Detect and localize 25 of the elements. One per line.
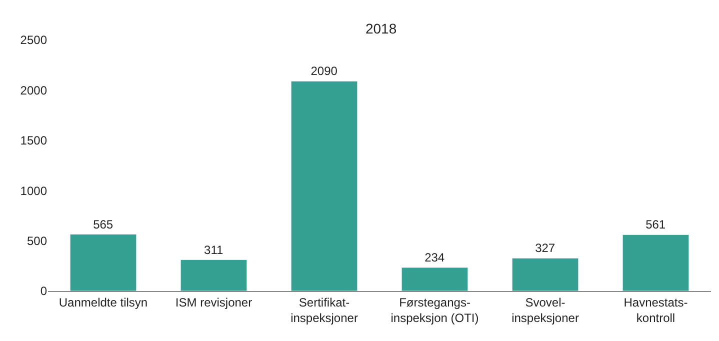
x-tick-label: ISM revisjoner xyxy=(175,295,252,310)
x-tick-label: Uanmeldte tilsyn xyxy=(58,295,148,310)
y-tick-label: 1500 xyxy=(20,134,48,148)
bar xyxy=(401,267,468,291)
data-label: 2090 xyxy=(310,64,338,78)
y-tick-label: 0 xyxy=(40,284,48,298)
data-label: 565 xyxy=(93,217,114,232)
data-label: 561 xyxy=(646,218,666,232)
bar xyxy=(70,234,137,291)
x-tick-label: Svovel- inspeksjoner xyxy=(512,295,579,325)
bar xyxy=(512,258,579,291)
data-label: 234 xyxy=(424,250,445,265)
data-label: 327 xyxy=(535,241,556,256)
y-tick-label: 2500 xyxy=(20,33,48,48)
x-tick-label: Førstegangs- inspeksjon (OTI) xyxy=(390,295,479,325)
bar xyxy=(622,234,690,291)
data-label: 311 xyxy=(204,242,224,257)
bar xyxy=(180,260,248,291)
bar xyxy=(290,80,358,291)
y-tick-label: 500 xyxy=(26,234,48,248)
chart-title: 2018 xyxy=(365,20,397,37)
x-tick-label: Sertifikat- inspeksjoner xyxy=(290,295,358,325)
x-tick-label: Havnestats- kontroll xyxy=(624,295,688,325)
y-tick-label: 1000 xyxy=(20,184,48,198)
y-tick-label: 2000 xyxy=(20,83,48,98)
